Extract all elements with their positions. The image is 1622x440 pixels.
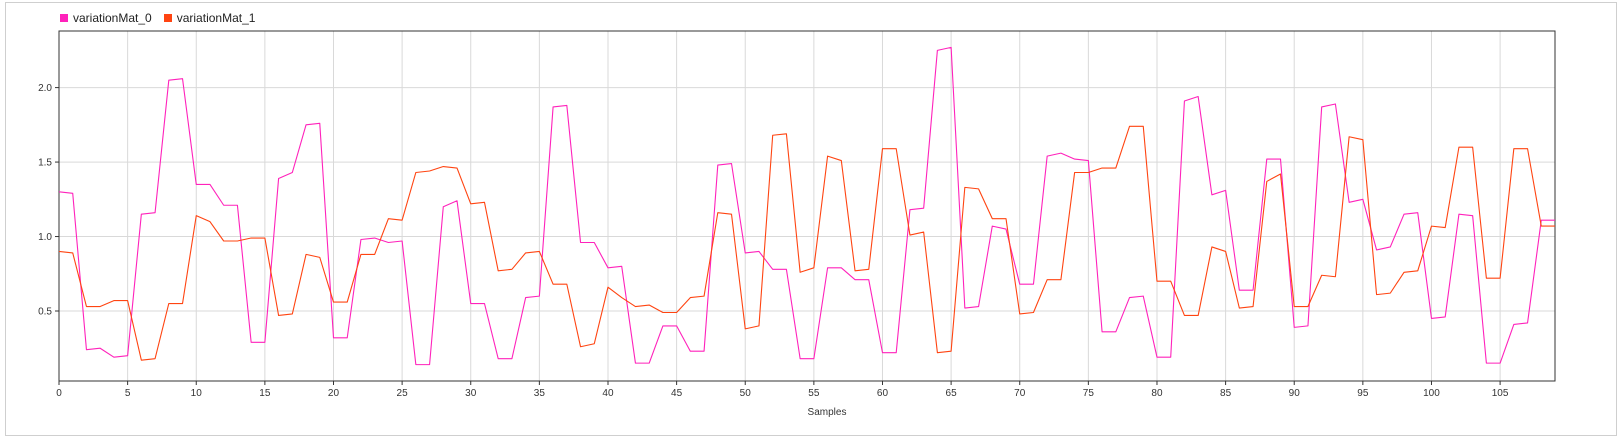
x-axis-ticks: 0 5 10 15 20 25 30 35 40 45 50 55 60 65 70 75 80 85 90 95 10… <box>56 381 1509 399</box>
x-tick-label: 50 <box>740 388 752 399</box>
x-tick-label: 55 <box>808 388 820 399</box>
series-line-1[interactable] <box>58 125 1555 361</box>
y-axis-ticks: 0.5 1.0 1.5 2.0 <box>38 83 59 318</box>
x-tick-label: 80 <box>1151 388 1163 399</box>
x-tick-label: 65 <box>946 388 958 399</box>
x-tick-label: 5 <box>125 388 131 399</box>
legend-swatch-series-1 <box>163 14 172 22</box>
x-tick-label: 70 <box>1014 388 1026 399</box>
y-tick-label: 0.5 <box>38 307 52 318</box>
x-tick-label: 0 <box>56 388 62 399</box>
series-line-0[interactable] <box>58 46 1555 366</box>
x-axis-label: Samples <box>808 407 847 418</box>
plot-area <box>58 30 1556 382</box>
legend-item-series-0[interactable]: variationMat_0 <box>60 11 152 25</box>
grid-lines <box>58 31 1555 381</box>
x-tick-label: 40 <box>602 388 614 399</box>
x-tick-label: 20 <box>328 388 340 399</box>
x-tick-label: 75 <box>1083 388 1095 399</box>
x-tick-label: 105 <box>1492 388 1509 399</box>
legend: variationMat_0 variationMat_1 <box>60 11 255 25</box>
legend-swatch-series-0 <box>60 14 68 22</box>
y-tick-label: 2.0 <box>38 83 52 94</box>
series-layer <box>58 46 1555 366</box>
x-tick-label: 100 <box>1423 388 1440 399</box>
x-tick-label: 60 <box>877 388 889 399</box>
x-tick-label: 35 <box>534 388 546 399</box>
x-tick-label: 90 <box>1289 388 1301 399</box>
x-tick-label: 25 <box>397 388 409 399</box>
x-tick-label: 30 <box>465 388 477 399</box>
x-tick-label: 45 <box>671 388 683 399</box>
x-tick-label: 15 <box>259 388 271 399</box>
x-tick-label: 10 <box>191 388 203 399</box>
legend-item-series-1[interactable]: variationMat_1 <box>163 11 256 25</box>
chart-frame <box>5 2 1617 436</box>
x-tick-label: 95 <box>1357 388 1369 399</box>
legend-label-series-1: variationMat_1 <box>176 11 256 25</box>
x-tick-label: 85 <box>1220 388 1232 399</box>
y-tick-label: 1.5 <box>38 158 52 169</box>
legend-label-series-0: variationMat_0 <box>73 11 152 25</box>
y-tick-label: 1.0 <box>38 232 52 243</box>
